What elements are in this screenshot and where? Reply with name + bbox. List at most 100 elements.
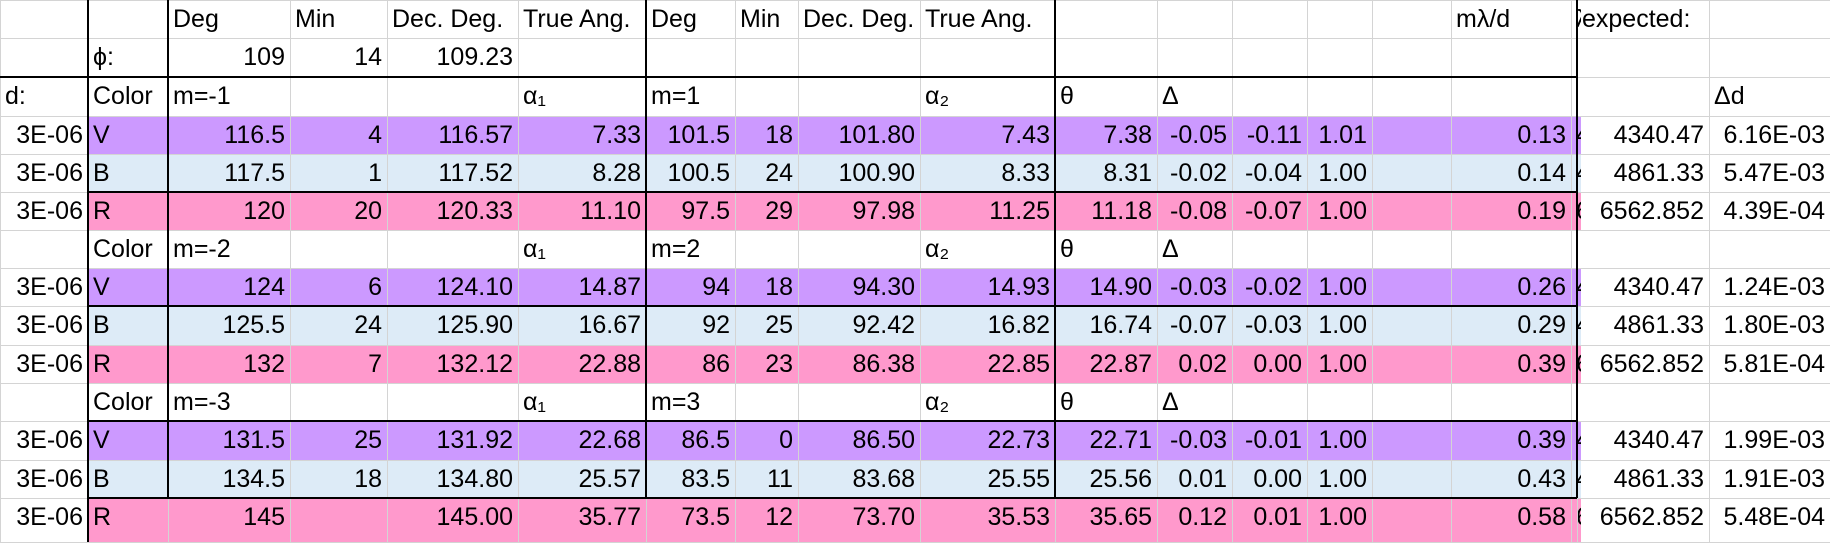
cell-r12-c5[interactable]: 25.57 (518, 460, 646, 498)
cell-r9-c18[interactable]: 5.81E-04 (1723, 350, 1825, 378)
cell-r1-c5[interactable] (518, 38, 646, 77)
cell-r2-c14[interactable] (1372, 77, 1451, 116)
cell-r3-c3[interactable]: 4 (290, 116, 387, 154)
cell-r6-c18[interactable] (1709, 230, 1830, 268)
cell-r0-c14[interactable] (1372, 0, 1451, 38)
cell-r4-c8[interactable]: 100.90 (798, 154, 920, 192)
cell-r13-c12[interactable]: 0.01 (1232, 498, 1307, 542)
cell-r6-c1[interactable]: Color (93, 235, 153, 263)
cell-r11-c4[interactable]: 131.92 (387, 421, 518, 460)
cell-r6-c14[interactable] (1372, 230, 1451, 268)
cell-r7-c11[interactable]: -0.03 (1157, 268, 1232, 306)
cell-r5-c8[interactable]: 97.98 (798, 192, 920, 230)
cell-r1-c7[interactable] (735, 38, 798, 77)
cell-r11-c13[interactable]: 1.00 (1307, 421, 1372, 460)
cell-r6-c15[interactable] (1451, 230, 1571, 268)
cell-r12-c6[interactable]: 83.5 (646, 460, 735, 498)
cell-r9-c2[interactable]: 132 (168, 345, 290, 383)
cell-r1-c1[interactable]: ϕ: (93, 43, 114, 71)
cell-r2-c15[interactable] (1451, 77, 1571, 116)
cell-r1-c8[interactable] (798, 38, 920, 77)
cell-r2-c13[interactable] (1307, 77, 1372, 116)
cell-r13-c17[interactable]: 6562.852 (1599, 503, 1704, 531)
cell-r11-c7[interactable]: 0 (735, 421, 798, 460)
cell-r7-c12[interactable]: -0.02 (1232, 268, 1307, 306)
cell-r7-c6[interactable]: 94 (646, 268, 735, 306)
cell-r13-c2[interactable]: 145 (168, 498, 290, 542)
cell-r12-c10[interactable]: 25.56 (1055, 460, 1157, 498)
cell-r10-c3[interactable] (290, 383, 387, 421)
cell-r3-c12[interactable]: -0.11 (1232, 116, 1307, 154)
cell-r3-c7[interactable]: 18 (735, 116, 798, 154)
cell-r6-c6[interactable]: m=2 (651, 235, 701, 263)
cell-r0-c13[interactable] (1307, 0, 1372, 38)
cell-r1-c10[interactable] (1055, 38, 1157, 77)
cell-r0-c8[interactable]: Dec. Deg. (803, 5, 915, 33)
cell-r10-c17[interactable] (1577, 383, 1709, 421)
cell-r4-c11[interactable]: -0.02 (1157, 154, 1232, 192)
cell-r6-c12[interactable] (1232, 230, 1307, 268)
cell-r1-c14[interactable] (1372, 38, 1451, 77)
cell-r1-c18[interactable] (1709, 38, 1830, 77)
cell-r5-c3[interactable]: 20 (290, 192, 387, 230)
cell-r1-c6[interactable] (646, 38, 735, 77)
cell-r2-c9[interactable]: α₂ (925, 82, 950, 110)
cell-r12-c17[interactable]: 4861.33 (1613, 465, 1704, 493)
cell-r13-c5[interactable]: 35.77 (518, 498, 646, 542)
cell-r4-c5[interactable]: 8.28 (518, 154, 646, 192)
cell-r9-c12[interactable]: 0.00 (1232, 345, 1307, 383)
cell-r4-c2[interactable]: 117.5 (168, 154, 290, 192)
cell-r3-c10[interactable]: 7.38 (1055, 116, 1157, 154)
cell-r4-c9[interactable]: 8.33 (920, 154, 1055, 192)
cell-r3-c18[interactable]: 6.16E-03 (1723, 121, 1825, 149)
cell-r8-c13[interactable]: 1.00 (1307, 306, 1372, 345)
cell-r13-c8[interactable]: 73.70 (798, 498, 920, 542)
cell-r6-c10[interactable]: θ (1060, 235, 1074, 263)
cell-r8-c1[interactable]: B (88, 306, 168, 345)
cell-r4-c14[interactable] (1372, 154, 1451, 192)
cell-r5-c7[interactable]: 29 (735, 192, 798, 230)
cell-r10-c15[interactable] (1451, 383, 1571, 421)
cell-r13-c3[interactable] (290, 498, 387, 542)
cell-r13-c11[interactable]: 0.12 (1157, 498, 1232, 542)
cell-r1-c9[interactable] (920, 38, 1055, 77)
cell-r5-c9[interactable]: 11.25 (920, 192, 1055, 230)
cell-r13-c18[interactable]: 5.48E-04 (1723, 503, 1825, 531)
cell-r7-c1[interactable]: V (88, 268, 168, 306)
cell-r7-c10[interactable]: 14.90 (1055, 268, 1157, 306)
cell-r9-c10[interactable]: 22.87 (1055, 345, 1157, 383)
cell-r2-c2[interactable]: m=-1 (173, 82, 231, 110)
cell-r12-c1[interactable]: B (88, 460, 168, 498)
cell-r1-c17[interactable] (1577, 38, 1709, 77)
cell-r11-c11[interactable]: -0.03 (1157, 421, 1232, 460)
cell-r6-c5[interactable]: α₁ (523, 235, 546, 263)
cell-r10-c6[interactable]: m=3 (651, 388, 701, 416)
cell-r10-c0[interactable] (0, 383, 88, 421)
cell-r1-c13[interactable] (1307, 38, 1372, 77)
cell-r0-c17[interactable]: expected: (1582, 5, 1691, 33)
cell-r11-c18[interactable]: 1.99E-03 (1723, 426, 1825, 454)
cell-r9-c5[interactable]: 22.88 (518, 345, 646, 383)
cell-r12-c11[interactable]: 0.01 (1157, 460, 1232, 498)
cell-r8-c14[interactable] (1372, 306, 1451, 345)
cell-r7-c17[interactable]: 4340.47 (1613, 273, 1704, 301)
cell-r8-c11[interactable]: -0.07 (1157, 306, 1232, 345)
cell-r11-c9[interactable]: 22.73 (920, 421, 1055, 460)
cell-r7-c7[interactable]: 18 (735, 268, 798, 306)
cell-r9-c1[interactable]: R (88, 345, 168, 383)
cell-r0-c7[interactable]: Min (740, 5, 781, 33)
cell-r10-c2[interactable]: m=-3 (173, 388, 231, 416)
cell-r0-c2[interactable]: Deg (173, 5, 219, 33)
cell-r11-c15[interactable]: 0.39 (1451, 421, 1571, 460)
cell-r4-c1[interactable]: B (88, 154, 168, 192)
cell-r2-c6[interactable]: m=1 (651, 82, 701, 110)
cell-r0-c0[interactable] (0, 0, 88, 38)
cell-r4-c15[interactable]: 0.14 (1451, 154, 1571, 192)
cell-r2-c0[interactable]: d: (5, 82, 26, 110)
cell-r12-c8[interactable]: 83.68 (798, 460, 920, 498)
cell-r11-c1[interactable]: V (88, 421, 168, 460)
cell-r0-c18[interactable] (1709, 0, 1830, 38)
cell-r11-c6[interactable]: 86.5 (646, 421, 735, 460)
cell-r6-c9[interactable]: α₂ (925, 235, 950, 263)
cell-r4-c6[interactable]: 100.5 (646, 154, 735, 192)
